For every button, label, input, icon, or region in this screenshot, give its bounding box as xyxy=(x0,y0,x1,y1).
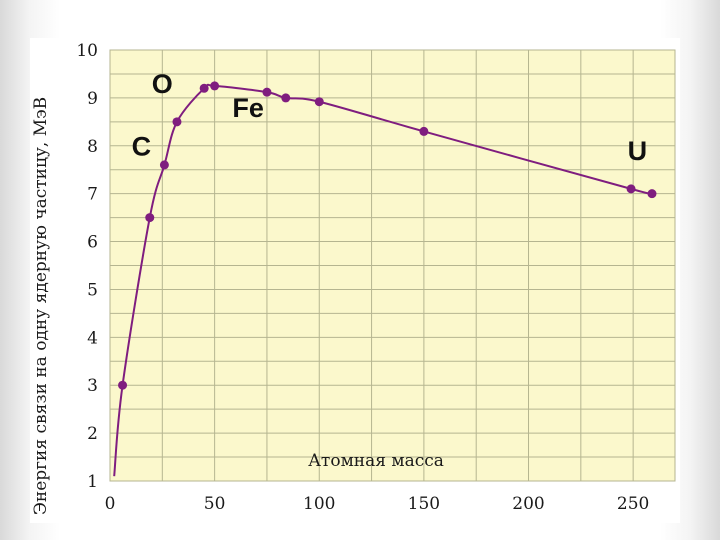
annotation-label: Fe xyxy=(232,93,264,123)
x-tick-label: 200 xyxy=(512,494,544,514)
y-tick-label: 10 xyxy=(76,41,98,61)
y-axis-title: Энергия связи на одну ядерную частицу, М… xyxy=(31,97,51,515)
data-point xyxy=(145,213,155,223)
annotation-label: O xyxy=(152,69,173,99)
x-tick-label: 0 xyxy=(105,494,116,514)
data-points xyxy=(118,81,657,390)
x-tick-labels: 0 50 100 150 200 250 xyxy=(105,494,650,514)
data-point xyxy=(314,97,324,107)
y-tick-label: 5 xyxy=(87,280,98,300)
x-tick-label: 250 xyxy=(617,494,649,514)
x-tick-label: 50 xyxy=(204,494,226,514)
x-tick-label: 100 xyxy=(303,494,335,514)
binding-energy-chart: 1 2 3 4 5 6 7 8 9 10 0 50 100 150 200 250 O C Fe U Атомна… xyxy=(31,41,676,515)
data-point xyxy=(210,81,220,91)
data-point xyxy=(199,83,209,93)
y-tick-label: 4 xyxy=(87,328,98,348)
data-point xyxy=(419,126,429,136)
data-point xyxy=(118,380,128,390)
data-point xyxy=(159,160,169,170)
y-tick-label: 7 xyxy=(87,185,98,205)
y-tick-labels: 1 2 3 4 5 6 7 8 9 10 xyxy=(76,41,98,492)
grid xyxy=(109,49,676,482)
y-tick-label: 6 xyxy=(87,233,98,253)
chart-slide: 1 2 3 4 5 6 7 8 9 10 0 50 100 150 200 250 O C Fe U Атомна… xyxy=(30,38,680,523)
element-annotations: O C Fe U xyxy=(132,69,647,166)
y-tick-label: 1 xyxy=(87,472,98,492)
data-point xyxy=(172,117,182,127)
data-point xyxy=(626,184,636,194)
y-tick-label: 3 xyxy=(87,376,98,396)
y-tick-label: 9 xyxy=(87,89,98,109)
data-point xyxy=(647,189,657,199)
plot-border xyxy=(109,49,676,482)
x-axis-title: Атомная масса xyxy=(308,451,444,471)
data-point xyxy=(262,87,272,97)
x-tick-label: 150 xyxy=(408,494,440,514)
data-point xyxy=(281,93,291,103)
annotation-label: C xyxy=(132,131,152,161)
y-tick-label: 2 xyxy=(87,424,98,444)
y-tick-label: 8 xyxy=(87,137,98,157)
annotation-label: U xyxy=(628,136,648,166)
